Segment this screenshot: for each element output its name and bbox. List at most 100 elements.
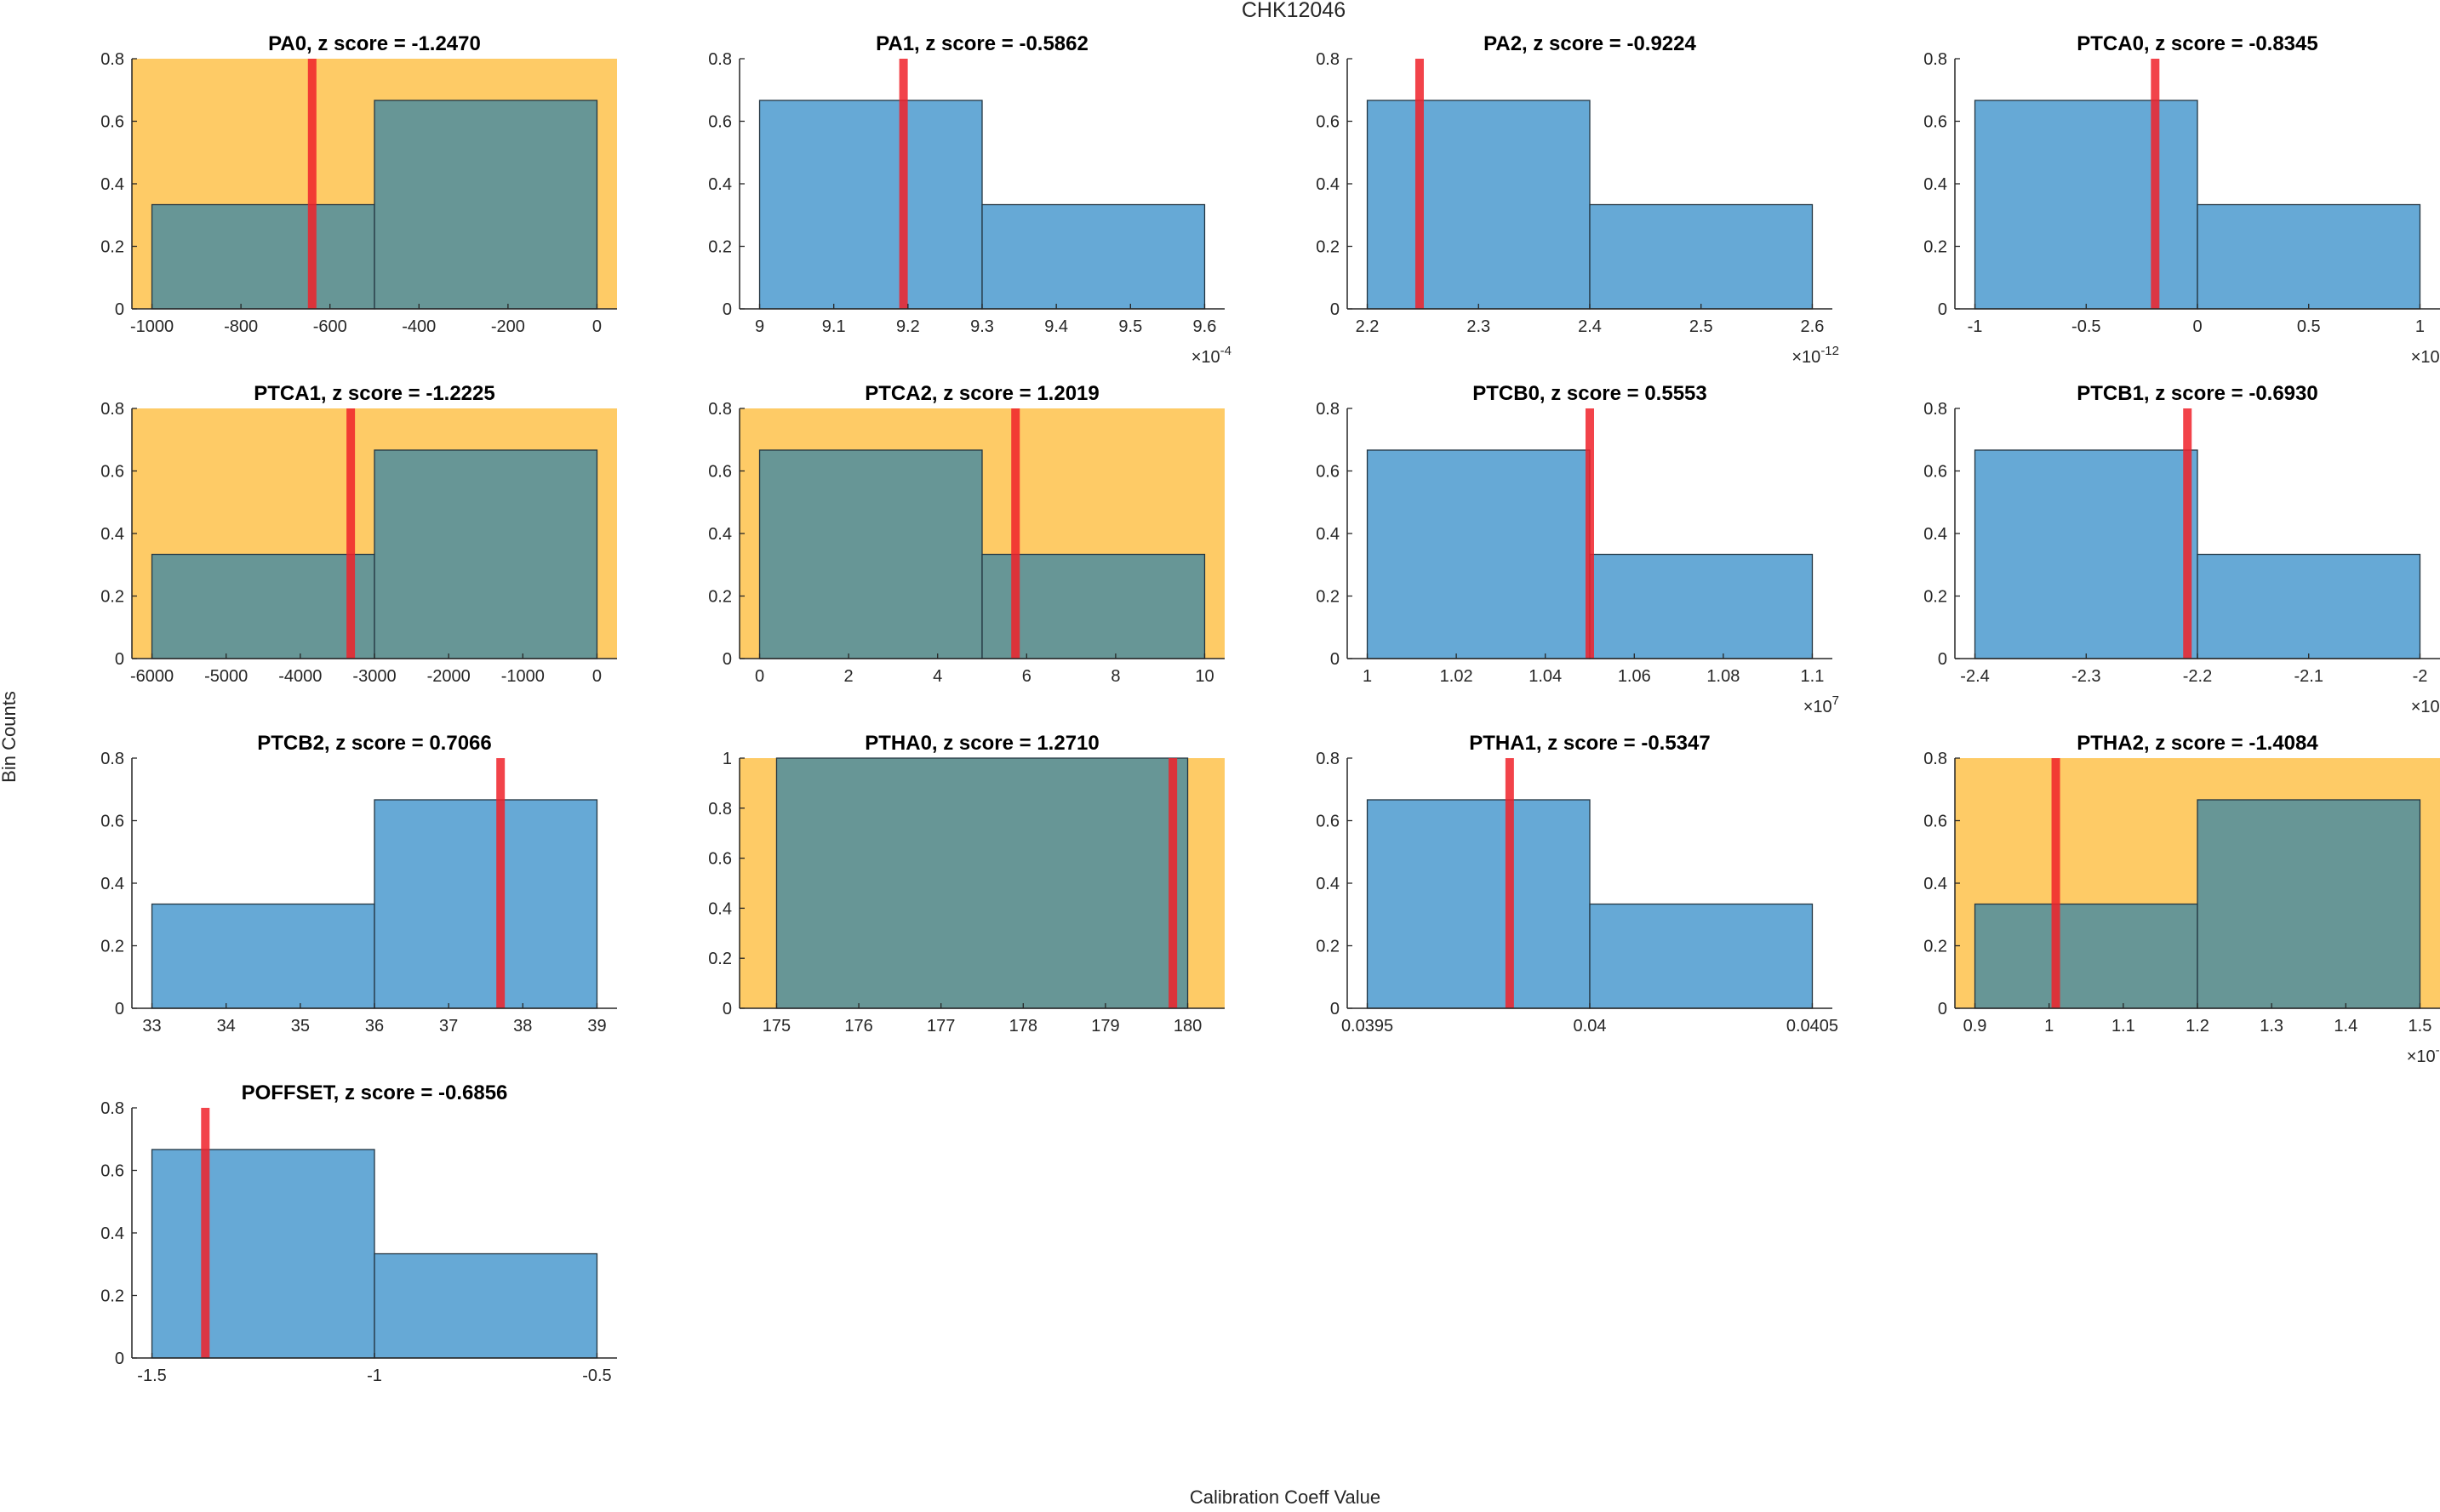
subplot-8: 33 34 35 36 37 38 39 0 0.2 0.4 0.6 0.8 PTCB2, z scor… xyxy=(100,732,617,1036)
y-tick-label: 0.2 xyxy=(1316,588,1340,607)
x-tick-label: 9.6 xyxy=(1193,317,1217,336)
y-tick-label: 0 xyxy=(1330,300,1340,319)
y-tick-label: 0.2 xyxy=(708,950,732,968)
subplot-title: PA0, z score = -1.2470 xyxy=(268,32,481,55)
subplot-2: 2.2 2.3 2.4 2.5 2.6 0 0.2 0.4 0.6 0.8 PA2, z score… xyxy=(1316,32,1839,367)
x-tick-label: 1.4 xyxy=(2334,1017,2357,1036)
x-tick-label: 1.3 xyxy=(2260,1017,2283,1036)
x-tick-label: 0 xyxy=(592,667,602,686)
histogram-bar xyxy=(374,1252,598,1359)
y-tick-label: 0.6 xyxy=(1316,113,1340,132)
y-tick-label: 0.8 xyxy=(1316,750,1340,768)
y-tick-label: 0.2 xyxy=(1316,238,1340,257)
x-tick-label: -5000 xyxy=(204,667,248,686)
x-tick-label: 0.04 xyxy=(1574,1017,1607,1036)
y-tick-label: 0.8 xyxy=(1923,400,1947,419)
x-tick-label: 1 xyxy=(1363,667,1372,686)
y-tick-label: 0.8 xyxy=(100,1099,124,1118)
x-tick-label: -2 xyxy=(2413,667,2428,686)
y-tick-label: 0.8 xyxy=(1316,400,1340,419)
subplot-title: POFFSET, z score = -0.6856 xyxy=(242,1081,508,1104)
histogram-bar xyxy=(1589,553,1814,659)
x-tick-label: 1.04 xyxy=(1529,667,1562,686)
x-tick-label: 180 xyxy=(1174,1017,1202,1036)
x-tick-label: 2.5 xyxy=(1689,317,1713,336)
y-axis-label: Bin Counts xyxy=(0,691,20,783)
x-tick-label: 1.02 xyxy=(1440,667,1473,686)
histogram-bar xyxy=(775,757,1189,1009)
value-marker-line xyxy=(1169,758,1178,1008)
y-tick-label: 0 xyxy=(1330,1000,1340,1018)
y-tick-label: 0.8 xyxy=(1923,750,1947,768)
x-tick-label: 37 xyxy=(439,1017,458,1036)
x-tick-label: 9.3 xyxy=(970,317,994,336)
x-tick-label: -800 xyxy=(224,317,258,336)
histogram-bar xyxy=(1974,449,2198,659)
y-tick-label: 0.2 xyxy=(1316,938,1340,956)
y-tick-label: 0.4 xyxy=(100,175,124,194)
x-tick-label: 34 xyxy=(217,1017,236,1036)
histogram-bar xyxy=(1366,449,1591,659)
x-tick-label: 0.5 xyxy=(2297,317,2321,336)
x-tick-label: -2.3 xyxy=(2071,667,2100,686)
y-tick-label: 0.6 xyxy=(1923,463,1947,482)
y-tick-label: 0.6 xyxy=(100,463,124,482)
x-tick-label: -3000 xyxy=(352,667,396,686)
y-tick-label: 0 xyxy=(115,300,124,319)
y-tick-label: 0.4 xyxy=(708,525,732,544)
subplot-4: -6000 -5000 -4000 -3000 -2000 -1000 0 0 0.2 0.4 0.… xyxy=(100,382,617,686)
y-tick-label: 0 xyxy=(723,650,732,669)
x-exponent-label: ×105 xyxy=(2411,344,2440,367)
subplot-11: 0.9 1 1.1 1.2 1.3 1.4 1.5 0 0.2 0.4 0.6 0.8 PTHA2, z… xyxy=(1923,732,2440,1066)
subplot-title: PTCA2, z score = 1.2019 xyxy=(865,382,1099,405)
subplot-title: PTCB0, z score = 0.5553 xyxy=(1472,382,1706,405)
y-tick-label: 0.4 xyxy=(100,1224,124,1243)
histogram-bar xyxy=(1366,799,1591,1009)
x-tick-label: -2.1 xyxy=(2294,667,2323,686)
value-marker-line xyxy=(201,1108,210,1358)
y-tick-label: 0.2 xyxy=(100,1287,124,1306)
x-tick-label: -400 xyxy=(402,317,436,336)
x-exponent-power: -12 xyxy=(1820,344,1839,358)
x-exponent-label: ×10-12 xyxy=(1791,344,1839,367)
x-tick-label: 33 xyxy=(142,1017,161,1036)
subplot-title: PA2, z score = -0.9224 xyxy=(1483,32,1696,55)
x-tick-label: 176 xyxy=(844,1017,872,1036)
histogram-bar xyxy=(1589,903,1814,1009)
value-marker-line xyxy=(1586,408,1594,659)
y-tick-label: 0 xyxy=(1938,300,1947,319)
histogram-bar xyxy=(374,100,598,310)
y-tick-label: 0.8 xyxy=(100,750,124,768)
x-tick-label: 2.3 xyxy=(1466,317,1490,336)
subplot-9: 175 176 177 178 179 180 0 0.2 0.4 0.6 0.8 1 PTHA0, z… xyxy=(708,732,1225,1036)
y-tick-label: 0.2 xyxy=(1923,238,1947,257)
histogram-bar xyxy=(758,100,983,310)
y-tick-label: 0.8 xyxy=(708,50,732,69)
x-tick-label: 1 xyxy=(2044,1017,2054,1036)
x-tick-label: 39 xyxy=(587,1017,606,1036)
x-tick-label: 1.1 xyxy=(1801,667,1825,686)
x-exponent-label: ×10-4 xyxy=(1191,344,1231,367)
histogram-bar xyxy=(374,799,598,1009)
x-exponent-base: ×10 xyxy=(2411,348,2440,367)
x-exponent-power: -6 xyxy=(2436,1043,2440,1058)
subplot-7: -2.4 -2.3 -2.2 -2.1 -2 0 0.2 0.4 0.6 0.8 PTCB1, z … xyxy=(1923,382,2440,716)
x-tick-label: 2.6 xyxy=(1801,317,1825,336)
y-tick-label: 0.4 xyxy=(1923,175,1947,194)
y-tick-label: 0.6 xyxy=(708,463,732,482)
y-tick-label: 0 xyxy=(723,1000,732,1018)
histogram-bar xyxy=(1589,203,1814,310)
value-marker-line xyxy=(899,59,908,309)
figure-title: CHK12046 xyxy=(1242,0,1346,22)
y-tick-label: 0 xyxy=(1330,650,1340,669)
y-tick-label: 0 xyxy=(115,1349,124,1368)
y-tick-label: 0.2 xyxy=(708,588,732,607)
x-tick-label: 177 xyxy=(927,1017,955,1036)
y-tick-label: 0.4 xyxy=(1316,175,1340,194)
y-tick-label: 0.6 xyxy=(100,1162,124,1181)
x-tick-label: -1 xyxy=(1968,317,1983,336)
x-tick-label: 1.5 xyxy=(2409,1017,2432,1036)
x-tick-label: 175 xyxy=(763,1017,791,1036)
x-tick-label: 1.08 xyxy=(1706,667,1740,686)
